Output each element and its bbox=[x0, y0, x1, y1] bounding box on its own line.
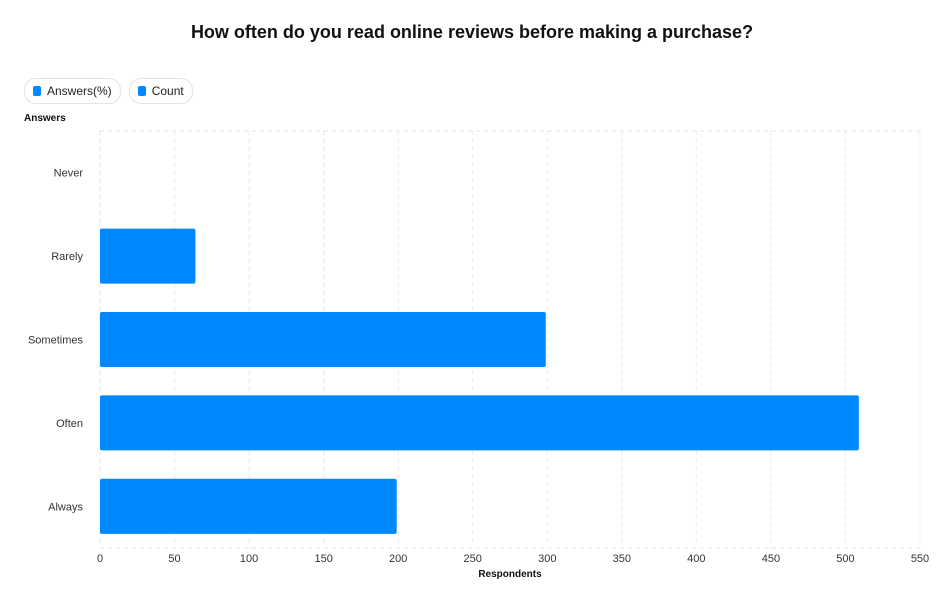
bar-always bbox=[100, 478, 397, 534]
x-tick-label-0: 0 bbox=[97, 553, 103, 565]
x-tick-label-450: 450 bbox=[762, 553, 780, 565]
x-axis-title: Respondents bbox=[478, 569, 542, 580]
x-tick-label-200: 200 bbox=[389, 553, 407, 565]
x-tick-label-50: 50 bbox=[168, 553, 180, 565]
bar-sometimes bbox=[100, 311, 546, 368]
legend-swatch-answers-percent bbox=[33, 86, 41, 96]
chart-legend: Answers(%) Count bbox=[24, 78, 193, 104]
chart-title: How often do you read online reviews bef… bbox=[190, 22, 754, 42]
y-tick-label-sometimes: Sometimes bbox=[28, 335, 84, 347]
y-tick-label-always: Always bbox=[48, 501, 83, 513]
legend-item-answers-percent[interactable]: Answers(%) bbox=[24, 78, 121, 104]
x-tick-label-350: 350 bbox=[613, 553, 631, 565]
x-tick-label-300: 300 bbox=[538, 553, 556, 565]
legend-item-count[interactable]: Count bbox=[128, 78, 193, 104]
legend-label-count: Count bbox=[151, 84, 184, 98]
y-tick-label-never: Never bbox=[54, 168, 84, 180]
chart-bars bbox=[100, 228, 859, 534]
y-tick-label-rarely: Rarely bbox=[51, 251, 83, 263]
x-tick-label-250: 250 bbox=[464, 553, 482, 565]
x-tick-label-550: 550 bbox=[911, 553, 929, 565]
x-tick-label-150: 150 bbox=[314, 553, 332, 565]
y-axis-labels: Never Rarely Sometimes Often Always bbox=[28, 168, 84, 514]
bar-rarely bbox=[100, 228, 196, 284]
y-axis-title: Answers bbox=[24, 113, 66, 124]
x-tick-label-400: 400 bbox=[687, 553, 705, 565]
x-tick-label-100: 100 bbox=[240, 553, 258, 565]
bar-often bbox=[100, 395, 859, 451]
x-tick-label-500: 500 bbox=[836, 553, 854, 565]
legend-label-answers-percent: Answers(%) bbox=[47, 84, 112, 98]
legend-swatch-count bbox=[137, 86, 146, 96]
y-tick-label-often: Often bbox=[56, 418, 83, 430]
x-axis-labels: 0 50 100 150 200 250 300 350 400 450 500 550 bbox=[97, 553, 929, 565]
